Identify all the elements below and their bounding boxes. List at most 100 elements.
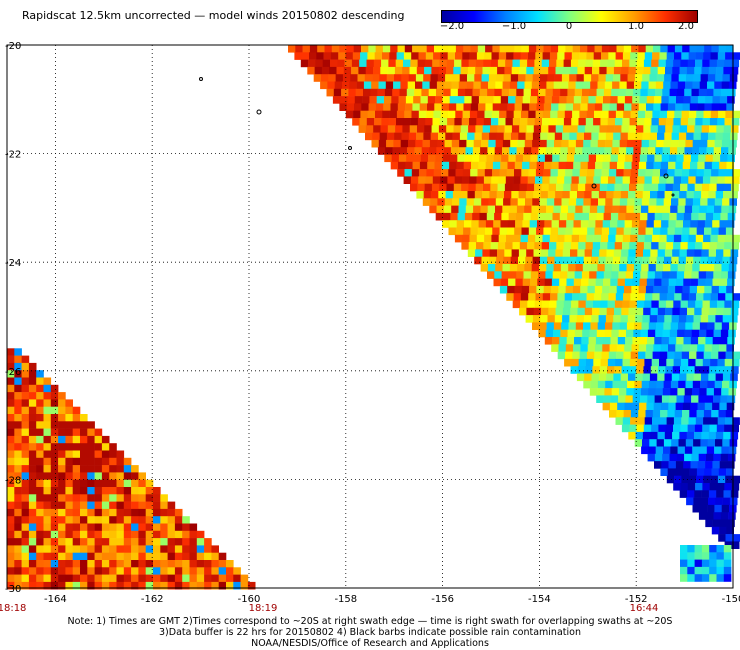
wind-cell — [344, 59, 353, 68]
wind-cell — [549, 176, 558, 184]
wind-cell — [648, 446, 656, 455]
wind-cell — [547, 256, 555, 265]
wind-cell — [689, 169, 697, 177]
wind-cell — [656, 256, 665, 265]
wind-cell — [493, 220, 501, 228]
wind-cell — [714, 139, 723, 148]
wind-cell — [7, 406, 15, 415]
wind-cell — [391, 96, 399, 104]
wind-cell — [441, 103, 450, 111]
wind-cell — [503, 74, 512, 82]
wind-cell — [671, 132, 680, 141]
wind-cell — [703, 234, 711, 243]
wind-cell — [651, 300, 659, 309]
wind-cell — [519, 183, 528, 192]
wind-cell — [580, 161, 589, 170]
wind-cell — [654, 154, 662, 163]
wind-cell — [533, 191, 541, 199]
wind-cell — [497, 249, 505, 257]
wind-cell — [109, 494, 117, 502]
wind-cell — [538, 329, 546, 338]
wind-cell — [589, 212, 597, 221]
wind-cell — [687, 183, 695, 192]
wind-cell — [718, 227, 727, 236]
wind-cell — [58, 574, 66, 583]
wind-cell — [627, 256, 636, 265]
wind-cell — [131, 552, 139, 561]
island-marker — [199, 77, 203, 81]
wind-cell — [661, 154, 670, 163]
wind-cell — [138, 523, 146, 532]
wind-cell — [50, 581, 59, 590]
wind-cell — [510, 256, 519, 265]
wind-cell — [680, 566, 688, 575]
wind-cell — [504, 183, 513, 192]
wind-cell — [385, 81, 394, 90]
wind-cell — [657, 132, 665, 141]
wind-cell — [477, 45, 486, 53]
wind-cell — [710, 475, 719, 484]
wind-cell — [674, 169, 683, 177]
wind-cell — [116, 465, 125, 473]
wind-cell — [678, 256, 687, 265]
wind-cell — [577, 249, 585, 257]
wind-cell — [28, 450, 37, 459]
wind-cell — [174, 567, 183, 575]
wind-cell — [561, 74, 570, 82]
wind-cell — [676, 212, 685, 221]
wind-cell — [399, 88, 408, 97]
wind-cell — [372, 132, 380, 141]
wind-cell — [563, 59, 572, 68]
wind-cell — [502, 81, 511, 90]
wind-cell — [484, 110, 493, 119]
wind-cell — [636, 366, 644, 374]
wind-cell — [696, 110, 704, 119]
wind-cell — [548, 183, 557, 192]
wind-cell — [204, 567, 212, 575]
wind-cell — [522, 96, 531, 104]
wind-cell — [643, 366, 652, 374]
wind-cell — [153, 487, 161, 495]
wind-cell — [324, 45, 333, 53]
wind-cell — [94, 450, 103, 459]
wind-cell — [603, 154, 611, 163]
wind-cell — [101, 545, 110, 553]
wind-cell — [338, 52, 346, 60]
wind-cell — [465, 147, 474, 155]
wind-cell — [666, 358, 674, 367]
wind-cell — [459, 198, 467, 206]
wind-cell — [436, 205, 445, 214]
wind-cell — [317, 45, 325, 53]
wind-cell — [726, 344, 734, 352]
wind-cell — [695, 176, 704, 184]
wind-cell — [427, 103, 435, 111]
wind-cell — [578, 59, 586, 68]
wind-cell — [724, 176, 733, 184]
wind-cell — [696, 351, 704, 360]
wind-cell — [411, 169, 420, 177]
wind-cell — [631, 103, 639, 111]
wind-cell — [625, 395, 633, 403]
wind-cell — [623, 351, 631, 360]
wind-cell — [677, 264, 686, 272]
wind-cell — [505, 59, 513, 68]
wind-cell — [488, 139, 496, 148]
wind-cell — [686, 431, 695, 440]
wind-cell — [666, 118, 674, 126]
wind-cell — [688, 417, 697, 425]
wind-cell — [673, 118, 681, 126]
wind-cell — [455, 52, 463, 60]
wind-cell — [628, 66, 637, 75]
wind-cell — [145, 530, 154, 539]
wind-cell — [123, 560, 132, 568]
wind-cell — [482, 66, 491, 75]
wind-cell — [153, 581, 161, 590]
wind-cell — [226, 567, 234, 575]
wind-cell — [700, 315, 709, 323]
wind-cell — [689, 344, 698, 352]
wind-cell — [80, 567, 88, 575]
lon-label: -156 — [431, 594, 454, 605]
wind-cell — [686, 191, 695, 199]
wind-cell — [670, 322, 679, 330]
wind-cell — [7, 377, 15, 386]
